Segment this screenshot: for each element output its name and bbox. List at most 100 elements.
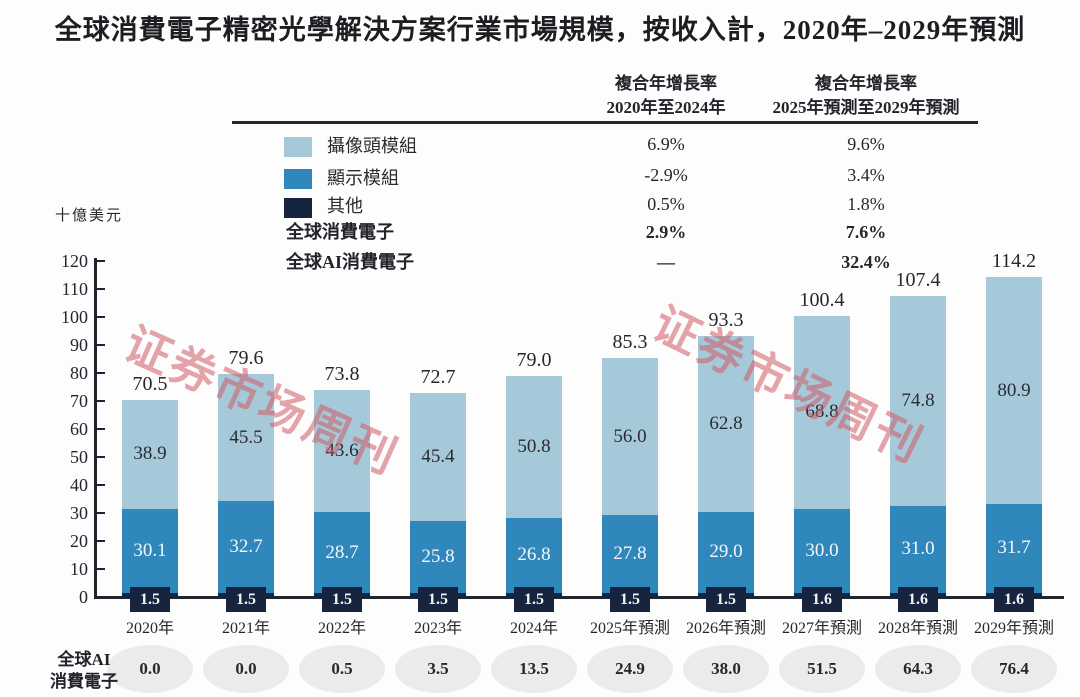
bar-segment-value: 31.0 [901,538,935,560]
bar-other-value-badge: 1.5 [226,587,266,612]
bar-segment-display-module [986,503,1042,593]
bar-total-value: 100.4 [799,288,845,311]
bar-total-value: 72.7 [420,366,456,389]
bar-segment-camera-module [602,358,658,515]
x-axis-label: 2023年 [413,620,463,637]
cagr-value: 9.6% [847,134,885,154]
y-tick-label: 0 [79,587,88,607]
bar-segment-value: 29.0 [709,541,743,563]
x-axis-label: 2029年預測 [973,620,1055,637]
legend-swatch-other [284,198,312,218]
bar-total-value: 107.4 [895,269,941,292]
ai-value-circle: 3.5 [395,645,481,693]
bar-other-value-badge: 1.5 [418,587,458,612]
bar-segment-value: 38.9 [133,443,167,465]
bar-segment-display-module [218,501,274,593]
x-axis-label: 2026年預測 [685,620,767,637]
y-tick-mark [97,260,105,262]
cagr-header-line: 複合年增長率 [615,74,717,93]
bar-segment-camera-module [794,315,850,509]
y-tick-label: 120 [61,251,88,271]
cagr-value: -2.9% [644,165,688,185]
bar-total-value: 73.8 [324,363,360,386]
ai-row-label-line2: 消費電子 [50,672,118,691]
bar-other-value-badge: 1.5 [322,587,362,612]
bar-segment-value: 27.8 [613,542,647,564]
y-tick-mark [97,400,105,402]
bar-segment-display-module [506,517,562,593]
y-tick-label: 100 [61,307,88,327]
bar-total-value: 114.2 [991,250,1037,273]
x-axis-label: 2024年 [509,620,559,637]
bar-segment-value: 80.9 [997,379,1031,401]
legend-label-global-consumer-electronics: 全球消費電子 [286,222,394,242]
bar-segment-camera-module [506,375,562,518]
header-divider [232,121,978,124]
bar-other-value-badge: 1.6 [994,587,1034,612]
bar-total-value: 70.5 [132,372,168,395]
y-tick-label: 90 [70,335,88,355]
y-tick-label: 80 [70,363,88,383]
cagr-header-2025-2029: 複合年增長率 2025年預測至2029年預測 [773,72,960,120]
ai-value-circle: 51.5 [779,645,865,693]
bar-segment-value: 25.8 [421,545,455,567]
bar-segment-value: 32.7 [229,536,263,558]
legend-label-other: 其他 [327,196,363,216]
x-axis-label: 2020年 [125,620,175,637]
ai-row-label: 全球AI 消費電子 [28,649,140,693]
cagr-header-line: 2020年至2024年 [606,98,726,117]
bar-segment-display-module [314,512,370,593]
x-axis-label: 2028年預測 [877,620,959,637]
bar-segment-camera-module [218,373,274,502]
ai-row-label-line1: 全球AI [57,650,111,669]
ai-value-circle: 0.0 [107,645,193,693]
bar-segment-display-module [698,511,754,593]
legend-swatch-camera-module [284,137,312,157]
bar-total-value: 85.3 [612,331,648,354]
bar-other-value-badge: 1.5 [514,587,554,612]
x-axis-label: 2025年預測 [589,620,671,637]
cagr-value: 7.6% [845,222,887,242]
bar-segment-value: 68.8 [805,401,839,423]
y-tick-mark [97,372,105,374]
bar-other-value-badge: 1.5 [610,587,650,612]
bar-segment-display-module [890,505,946,593]
bar-total-value: 79.6 [228,346,264,369]
y-tick-mark [97,596,105,598]
y-tick-label: 110 [61,279,88,299]
bar-segment-value: 62.8 [709,412,743,434]
y-tick-label: 40 [70,475,88,495]
x-axis-label: 2022年 [317,620,367,637]
ai-value-circle: 24.9 [587,645,673,693]
y-tick-mark [97,540,105,542]
page-title: 全球消費電子精密光學解決方案行業市場規模，按收入計，2020年–2029年預測 [54,15,1026,45]
bar-segment-camera-module [890,296,946,506]
y-tick-mark [97,456,105,458]
cagr-header-2020-2024: 複合年增長率 2020年至2024年 [607,72,726,120]
legend-label-global-ai-consumer-electronics: 全球AI消費電子 [286,252,415,272]
y-tick-label: 50 [70,447,88,467]
ai-value-circle: 38.0 [683,645,769,693]
y-axis-line [94,258,97,598]
bar-segment-camera-module [698,335,754,512]
bar-other-value-badge: 1.5 [130,587,170,612]
y-tick-mark [97,428,105,430]
x-axis-label: 2021年 [221,620,271,637]
y-tick-mark [97,316,105,318]
bar-segment-value: 31.7 [997,537,1031,559]
y-tick-mark [97,568,105,570]
bar-segment-value: 43.6 [325,440,359,462]
y-tick-mark [97,344,105,346]
bar-segment-camera-module [410,393,466,521]
cagr-value: 2.9% [645,222,687,242]
ai-value-circle: 13.5 [491,645,577,693]
bar-total-value: 93.3 [708,308,744,331]
legend-label-display-module: 顯示模組 [327,168,399,188]
cagr-header-line: 2025年預測至2029年預測 [772,98,960,117]
cagr-value: 6.9% [647,134,685,154]
bar-segment-value: 56.0 [613,425,647,447]
bar-other-value-badge: 1.6 [802,587,842,612]
bar-segment-display-module [122,508,178,593]
